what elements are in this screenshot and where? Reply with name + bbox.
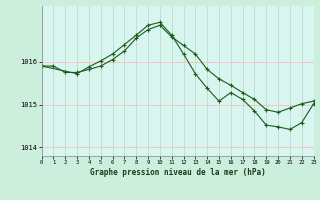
X-axis label: Graphe pression niveau de la mer (hPa): Graphe pression niveau de la mer (hPa): [90, 168, 266, 177]
